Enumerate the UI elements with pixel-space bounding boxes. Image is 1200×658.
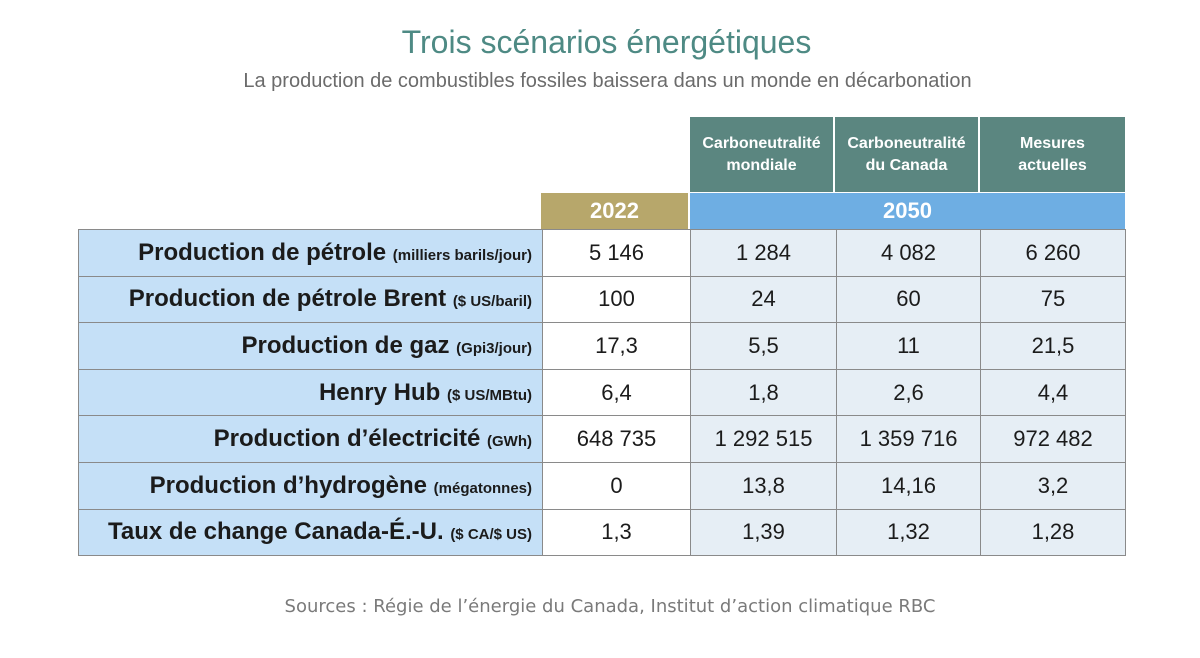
- table-cell: 17,3: [542, 322, 691, 370]
- data-table: Production de pétrole (milliers barils/j…: [78, 229, 1126, 557]
- row-label: Henry Hub ($ US/MBtu): [78, 368, 543, 417]
- row-label-text: Production d’hydrogène: [149, 471, 427, 499]
- table-cell: 1,28: [980, 508, 1126, 557]
- row-label-text: Production de gaz: [241, 331, 450, 359]
- row-unit: (mégatonnes): [433, 479, 532, 497]
- row-label: Production de pétrole Brent ($ US/baril): [78, 275, 543, 324]
- table-cell: 972 482: [980, 415, 1126, 463]
- row-label-text: Production de pétrole Brent: [128, 285, 447, 313]
- table-cell: 13,8: [690, 461, 837, 510]
- table-row: Henry Hub ($ US/MBtu) 6,4 1,8 2,6 4,4: [78, 368, 1126, 417]
- scenario-header-line: du Canada: [865, 156, 948, 174]
- row-label: Production d’électricité (GWh): [78, 415, 543, 463]
- table-cell: 1 292 515: [690, 415, 837, 463]
- scenario-header-line: actuelles: [1018, 156, 1087, 174]
- table-cell: 5,5: [690, 322, 837, 370]
- table-row: Production de pétrole Brent ($ US/baril)…: [78, 275, 1126, 324]
- row-unit: ($ US/MBtu): [447, 386, 532, 404]
- scenario-header-line: mondiale: [726, 156, 797, 174]
- row-label: Taux de change Canada-É.-U. ($ CA/$ US): [78, 508, 543, 557]
- row-label-text: Production de pétrole: [138, 238, 387, 266]
- table-body: Production de pétrole (milliers barils/j…: [78, 229, 1126, 557]
- year-header-2022: 2022: [541, 193, 690, 229]
- table-cell: 1 359 716: [836, 415, 981, 463]
- table-cell: 21,5: [980, 322, 1126, 370]
- table-cell: 60: [836, 275, 981, 324]
- year-header-2050: 2050: [690, 193, 1125, 229]
- table-cell: 6,4: [542, 368, 691, 417]
- table-cell: 2,6: [836, 368, 981, 417]
- chart-title: Trois scénarios énergétiques: [401, 24, 812, 60]
- row-unit: (milliers barils/jour): [392, 246, 532, 264]
- scenario-header-canada: Carboneutralité du Canada: [835, 117, 980, 192]
- row-label: Production de gaz (Gpi3/jour): [78, 322, 543, 370]
- table-row: Production de pétrole (milliers barils/j…: [78, 229, 1126, 277]
- row-unit: ($ US/baril): [452, 293, 532, 311]
- row-label-text: Henry Hub: [318, 378, 441, 406]
- table-cell: 1 284: [690, 229, 837, 277]
- table-cell: 75: [980, 275, 1126, 324]
- table-cell: 648 735: [542, 415, 691, 463]
- scenario-header-current: Mesures actuelles: [980, 117, 1125, 192]
- table-cell: 14,16: [836, 461, 981, 510]
- scenario-header-line: Carboneutralité: [847, 134, 966, 152]
- scenario-header-line: Mesures: [1020, 134, 1085, 152]
- scenario-header-line: Carboneutralité: [702, 134, 821, 152]
- table-cell: 11: [836, 322, 981, 370]
- table-cell: 5 146: [542, 229, 691, 277]
- row-label-text: Taux de change Canada-É.-U.: [108, 518, 444, 546]
- table-row: Taux de change Canada-É.-U. ($ CA/$ US) 1…: [78, 508, 1126, 557]
- table-cell: 100: [542, 275, 691, 324]
- table-cell: 1,39: [690, 508, 837, 557]
- table-row: Production d’hydrogène (mégatonnes) 0 13,8…: [78, 461, 1126, 510]
- table-cell: 3,2: [980, 461, 1126, 510]
- row-unit: (Gpi3/jour): [456, 339, 532, 357]
- table-cell: 4 082: [836, 229, 981, 277]
- source-note: Sources : Régie de l’énergie du Canada, …: [284, 596, 936, 617]
- chart-subtitle: La production de combustibles fossiles b…: [243, 70, 972, 92]
- table-cell: 24: [690, 275, 837, 324]
- table-cell: 6 260: [980, 229, 1126, 277]
- table-cell: 1,32: [836, 508, 981, 557]
- row-label: Production de pétrole (milliers barils/j…: [78, 229, 543, 277]
- row-unit: (GWh): [487, 433, 532, 451]
- row-label-text: Production d’électricité: [213, 425, 481, 453]
- table-row: Production d’électricité (GWh) 648 735 1 2…: [78, 415, 1126, 463]
- table-cell: 4,4: [980, 368, 1126, 417]
- row-unit: ($ CA/$ US): [450, 526, 532, 544]
- table-cell: 1,3: [542, 508, 691, 557]
- table-row: Production de gaz (Gpi3/jour) 17,3 5,5 11 21…: [78, 322, 1126, 370]
- table-cell: 0: [542, 461, 691, 510]
- table-cell: 1,8: [690, 368, 837, 417]
- row-label: Production d’hydrogène (mégatonnes): [78, 461, 543, 510]
- scenario-header-global: Carboneutralité mondiale: [690, 117, 835, 192]
